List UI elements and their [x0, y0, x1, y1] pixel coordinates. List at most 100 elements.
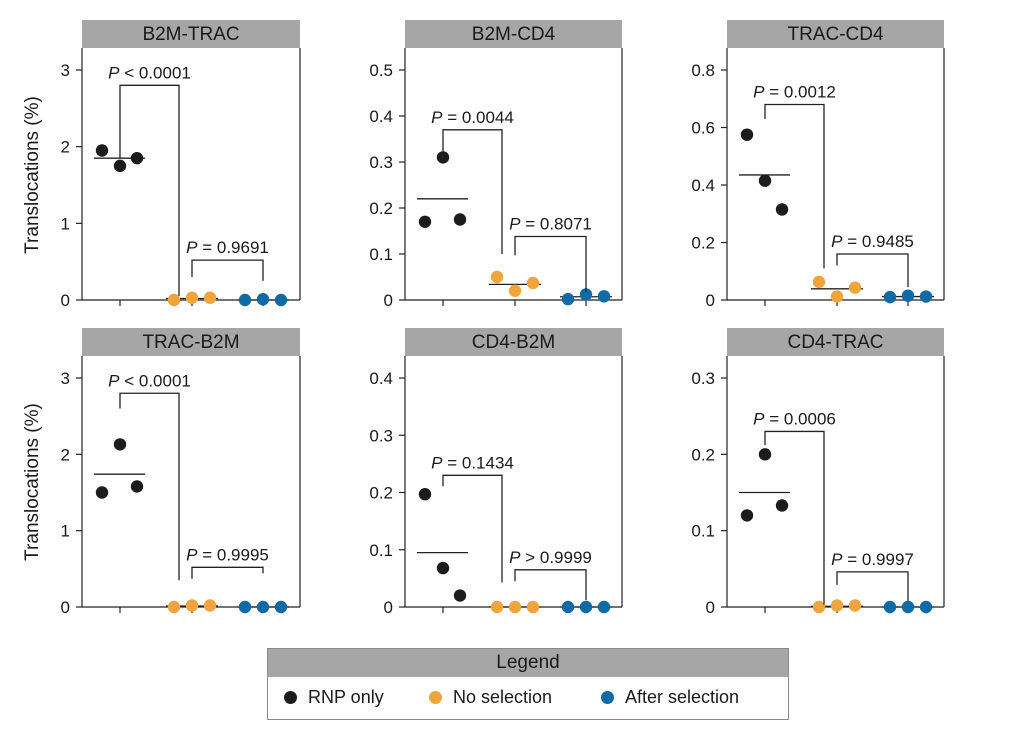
- panel-3-y-tick-label-1: 0.2: [691, 234, 715, 253]
- panel-6-p-text-1: = 0.0006: [764, 409, 835, 428]
- panel-5-point-after-selection-3: [597, 600, 611, 614]
- panel-2-y-tick-label-2: 0.2: [369, 199, 393, 218]
- panel-1-title: B2M-TRAC: [142, 24, 239, 45]
- panel-6-p-symbol-2: P: [831, 550, 843, 569]
- panel-1-p-symbol-2: P: [186, 238, 198, 257]
- panel-5-point-after-selection-2: [579, 600, 593, 614]
- panel-6-y-tick-label-2: 0.2: [691, 445, 715, 464]
- legend-box: Legend RNP only No selection After selec…: [267, 648, 789, 720]
- panel-5-p-symbol-1: P: [431, 453, 443, 472]
- legend-dot-after-selection: [601, 691, 614, 704]
- legend-item-no-selection: No selection: [429, 687, 552, 708]
- panel-2-p-text-2: = 0.8071: [520, 215, 591, 234]
- legend-dot-rnp: [284, 691, 297, 704]
- panel-5-p-symbol-2: P: [509, 548, 521, 567]
- panel-3-point-rnp-1: [740, 128, 754, 141]
- panel-3-bracket-1: [764, 103, 825, 269]
- panel-6-point-no-selection-2: [830, 599, 844, 612]
- panel-2-point-no-selection-1: [490, 270, 504, 284]
- legend-title: Legend: [268, 649, 788, 677]
- panel-6-point-rnp-1: [740, 509, 754, 522]
- panel-5-bracket-2: [514, 569, 587, 601]
- panel-2-point-no-selection-3: [526, 276, 540, 290]
- panel-1-p-text-1: < 0.0001: [119, 63, 190, 82]
- panel-6-p-value-1: P = 0.0006: [753, 409, 836, 428]
- panel-3-p-text-2: = 0.9485: [842, 232, 913, 251]
- panel-4-point-no-selection-2: [185, 599, 199, 612]
- panel-6-p-text-2: = 0.9997: [842, 550, 913, 569]
- panel-2-point-after-selection-1: [561, 292, 575, 306]
- panel-6-y-tick-label-3: 0.3: [691, 369, 715, 388]
- panel-4-point-rnp-1: [95, 486, 109, 499]
- panel-3-header: [727, 20, 944, 48]
- panel-5-p-value-1: P = 0.1434: [431, 453, 514, 472]
- panel-3-p-text-1: = 0.0012: [764, 83, 835, 102]
- panel-6-y-tick-label-0: 0: [706, 598, 715, 617]
- legend-label-no-selection: No selection: [453, 687, 553, 707]
- panel-4-p-text-1: < 0.0001: [119, 371, 190, 390]
- panel-1-bracket-1: [119, 84, 180, 297]
- panel-1-point-rnp-3: [130, 151, 144, 165]
- panel-1-point-after-selection-2: [256, 293, 270, 306]
- panel-3-title: TRAC-CD4: [787, 24, 883, 45]
- panel-5-y-tick-label-1: 0.1: [369, 541, 393, 560]
- panel-2-title: B2M-CD4: [472, 24, 556, 45]
- panel-5-point-after-selection-1: [561, 600, 575, 614]
- panel-4-y-tick-label-1: 1: [61, 522, 70, 541]
- panel-4-point-no-selection-1: [167, 600, 181, 614]
- panel-5-point-no-selection-1: [490, 600, 504, 614]
- panel-4-p-text-2: = 0.9995: [197, 545, 268, 564]
- panel-1-point-no-selection-1: [167, 293, 181, 307]
- panel-5-point-rnp-3: [453, 589, 467, 602]
- panel-6-point-no-selection-1: [812, 600, 826, 614]
- panel-2-y-tick-label-5: 0.5: [369, 61, 393, 80]
- panel-3-point-after-selection-3: [919, 290, 933, 303]
- panel-5-y-tick-label-0: 0: [384, 598, 393, 617]
- panel-4-bracket-1: [119, 392, 180, 581]
- panel-4-p-symbol-2: P: [186, 545, 198, 564]
- panel-3-y-tick-label-3: 0.6: [691, 119, 715, 138]
- panel-6-point-no-selection-3: [848, 599, 862, 612]
- panel-1-y-tick-label-0: 0: [61, 291, 70, 310]
- panel-6-point-after-selection-1: [883, 600, 897, 614]
- panel-6-p-value-2: P = 0.9997: [831, 550, 914, 569]
- legend-item-after-selection: After selection: [601, 687, 739, 708]
- panel-2-point-rnp-3: [453, 213, 467, 226]
- y-axis-label-bottom: Translocations (%): [22, 403, 43, 561]
- panel-5-point-no-selection-3: [526, 600, 540, 614]
- panel-6-bracket-1: [764, 430, 825, 605]
- panel-3-point-no-selection-1: [812, 275, 826, 289]
- panel-5-point-rnp-1: [418, 488, 432, 501]
- panel-2-y-tick-label-1: 0.1: [369, 245, 393, 264]
- panel-2-header: [405, 20, 622, 48]
- panel-3-p-symbol-1: P: [753, 83, 765, 102]
- panel-3-p-value-1: P = 0.0012: [753, 83, 836, 102]
- panel-1-point-no-selection-3: [203, 291, 217, 304]
- panel-6-p-symbol-1: P: [753, 409, 765, 428]
- panel-5-header: [405, 328, 622, 356]
- panel-6-header: [727, 328, 944, 356]
- panel-6-point-after-selection-3: [919, 600, 933, 614]
- panel-6-point-rnp-2: [758, 448, 772, 461]
- panel-3-point-after-selection-1: [883, 290, 897, 304]
- panel-5-y-tick-label-4: 0.4: [369, 369, 393, 388]
- panel-4-title: TRAC-B2M: [142, 332, 239, 353]
- panel-3-p-value-2: P = 0.9485: [831, 232, 914, 251]
- panel-2-point-rnp-1: [418, 215, 432, 228]
- panel-4-bracket-2: [191, 566, 264, 579]
- panel-6-y-tick-label-1: 0.1: [691, 522, 715, 541]
- panel-2-p-value-2: P = 0.8071: [509, 215, 592, 234]
- panel-5-p-text-2: > 0.9999: [520, 548, 591, 567]
- legend-label-after-selection: After selection: [625, 687, 740, 707]
- panel-2-p-text-1: = 0.0044: [442, 108, 513, 127]
- panel-3-p-symbol-2: P: [831, 232, 843, 251]
- panel-5-point-no-selection-2: [508, 600, 522, 614]
- panel-1-point-rnp-2: [113, 159, 127, 173]
- legend-label-rnp: RNP only: [308, 687, 384, 707]
- panel-4-point-after-selection-3: [274, 600, 288, 614]
- panel-2-p-symbol-2: P: [509, 215, 521, 234]
- panel-5-p-text-1: = 0.1434: [442, 453, 513, 472]
- panel-4-p-symbol-1: P: [108, 371, 120, 390]
- panel-2-p-value-1: P = 0.0044: [431, 108, 514, 127]
- panel-2-point-no-selection-2: [508, 284, 522, 297]
